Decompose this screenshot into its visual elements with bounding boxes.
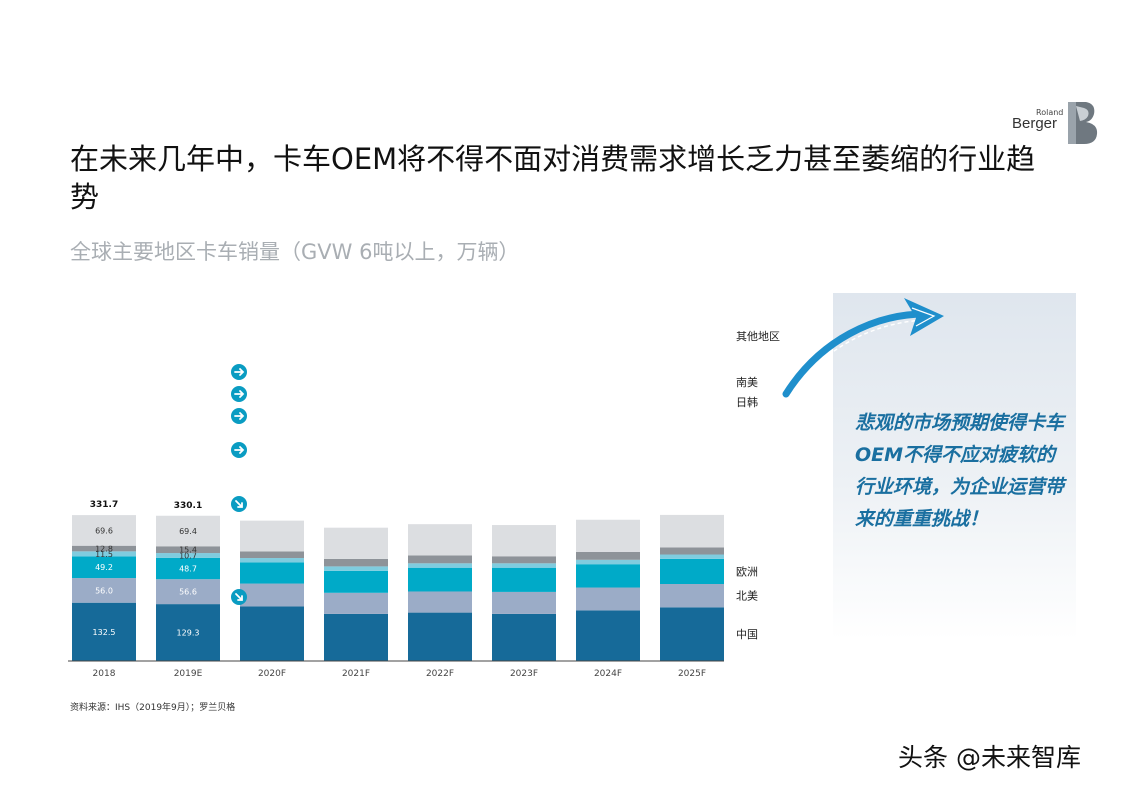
trend-arrow-icon [234,446,245,454]
bar-segment [240,583,304,607]
bar-segment [492,556,556,564]
bar-segment [324,613,388,661]
stacked-bar-chart: 132.5 56.0 49.2 11.512.8 69.6 331.7 2018 129.3 5… [68,330,780,679]
trend-arrow-icon [234,390,245,398]
logo-word-small: Roland [1036,108,1064,117]
bar-segment [492,567,556,592]
bar-segment [576,559,640,565]
bar-segment [72,602,136,661]
bar-segment [156,579,220,605]
data-label: 49.2 [95,563,113,572]
x-tick-label: 2019E [174,669,203,679]
bar-segment [240,520,304,552]
total-label: 330.1 [174,501,202,511]
callout-text: 悲观的市场预期使得卡车OEM不得不应对疲软的行业环境，为企业运营带来的重重挑战！ [855,412,1065,530]
callout-box [833,293,1076,640]
bar-segment [576,551,640,560]
bar-segment [492,525,556,557]
bar-segment [660,514,724,548]
data-label: 129.3 [177,629,200,638]
data-label: 132.5 [93,628,116,637]
swoosh-arrow-icon [782,298,944,398]
bar-segment [72,556,136,579]
bar-segment [156,557,220,580]
legend-label: 中国 [736,628,758,641]
data-label: 12.8 [95,545,113,554]
bar-segment [660,554,724,559]
bar-segment [324,570,388,593]
x-tick-label: 2020F [258,669,286,679]
trend-arrow-icon [234,368,245,376]
data-label: 56.6 [179,588,197,597]
trend-arrow-icon [235,593,243,601]
legend-label: 北美 [736,590,758,603]
bar-segment [156,553,220,558]
bar-segment [492,591,556,614]
bar-segment [240,562,304,584]
bar-segment [576,519,640,552]
bar-segment [72,545,136,552]
data-label: 11.5 [95,550,113,559]
data-label: 48.7 [179,564,197,573]
bar-segment [324,566,388,571]
bar-segment [576,610,640,661]
legend-label: 日韩 [736,395,758,409]
bar-segment [408,524,472,556]
logo-b-icon [1068,102,1098,144]
page-title: 在未来几年中，卡车OEM将不得不面对消费需求增长乏力甚至萎缩的行业趋势 [70,142,1036,214]
bar-segment [72,515,136,546]
source-note: 资料来源：IHS（2019年9月）；罗兰贝格 [70,703,236,713]
bar-segment [408,563,472,568]
bar-segment [324,527,388,559]
bar-segment [408,612,472,661]
bar-segment [492,613,556,661]
x-tick-label: 2023F [510,669,538,679]
data-label: 69.4 [179,527,197,536]
logo-word-big: Berger [1012,115,1058,132]
bar-segment [576,564,640,588]
bar-segment [408,591,472,613]
x-tick-label: 2025F [678,669,706,679]
bar-segment [660,547,724,555]
bar-segment [240,558,304,563]
bar-segment [324,558,388,567]
bar-segment [408,567,472,592]
bar-segment [576,587,640,611]
bar-segment [660,584,724,608]
bar-segment [72,551,136,557]
x-tick-label: 2021F [342,669,370,679]
bar-segment [156,515,220,547]
bar-segment [660,558,724,584]
bar-segment [408,555,472,564]
data-label: 10.7 [179,551,197,560]
data-label: 69.6 [95,526,113,535]
watermark: 头条 @未来智库 [898,743,1081,772]
roland-berger-logo: Roland Berger [1010,100,1102,146]
bar-segment [240,606,304,661]
total-label: 331.7 [90,500,118,510]
x-tick-label: 2024F [594,669,622,679]
bar-segment [492,563,556,568]
legend-label: 欧洲 [736,565,758,578]
bar-segment [660,607,724,661]
legend-label: 南美 [736,376,758,389]
x-tick-label: 2022F [426,669,454,679]
data-label: 56.0 [95,586,113,595]
bar-segment [324,592,388,614]
legend-label: 其他地区 [736,330,780,343]
bar-segment [156,546,220,554]
x-tick-label: 2018 [93,669,116,679]
trend-arrow-icon [235,500,243,508]
bar-segment [156,604,220,661]
trend-arrow-icon [234,412,245,420]
bar-segment [240,551,304,559]
data-label: 15.4 [179,546,197,555]
chart-title: 全球主要地区卡车销量（GVW 6吨以上，万辆） [70,240,520,264]
bar-segment [72,578,136,603]
